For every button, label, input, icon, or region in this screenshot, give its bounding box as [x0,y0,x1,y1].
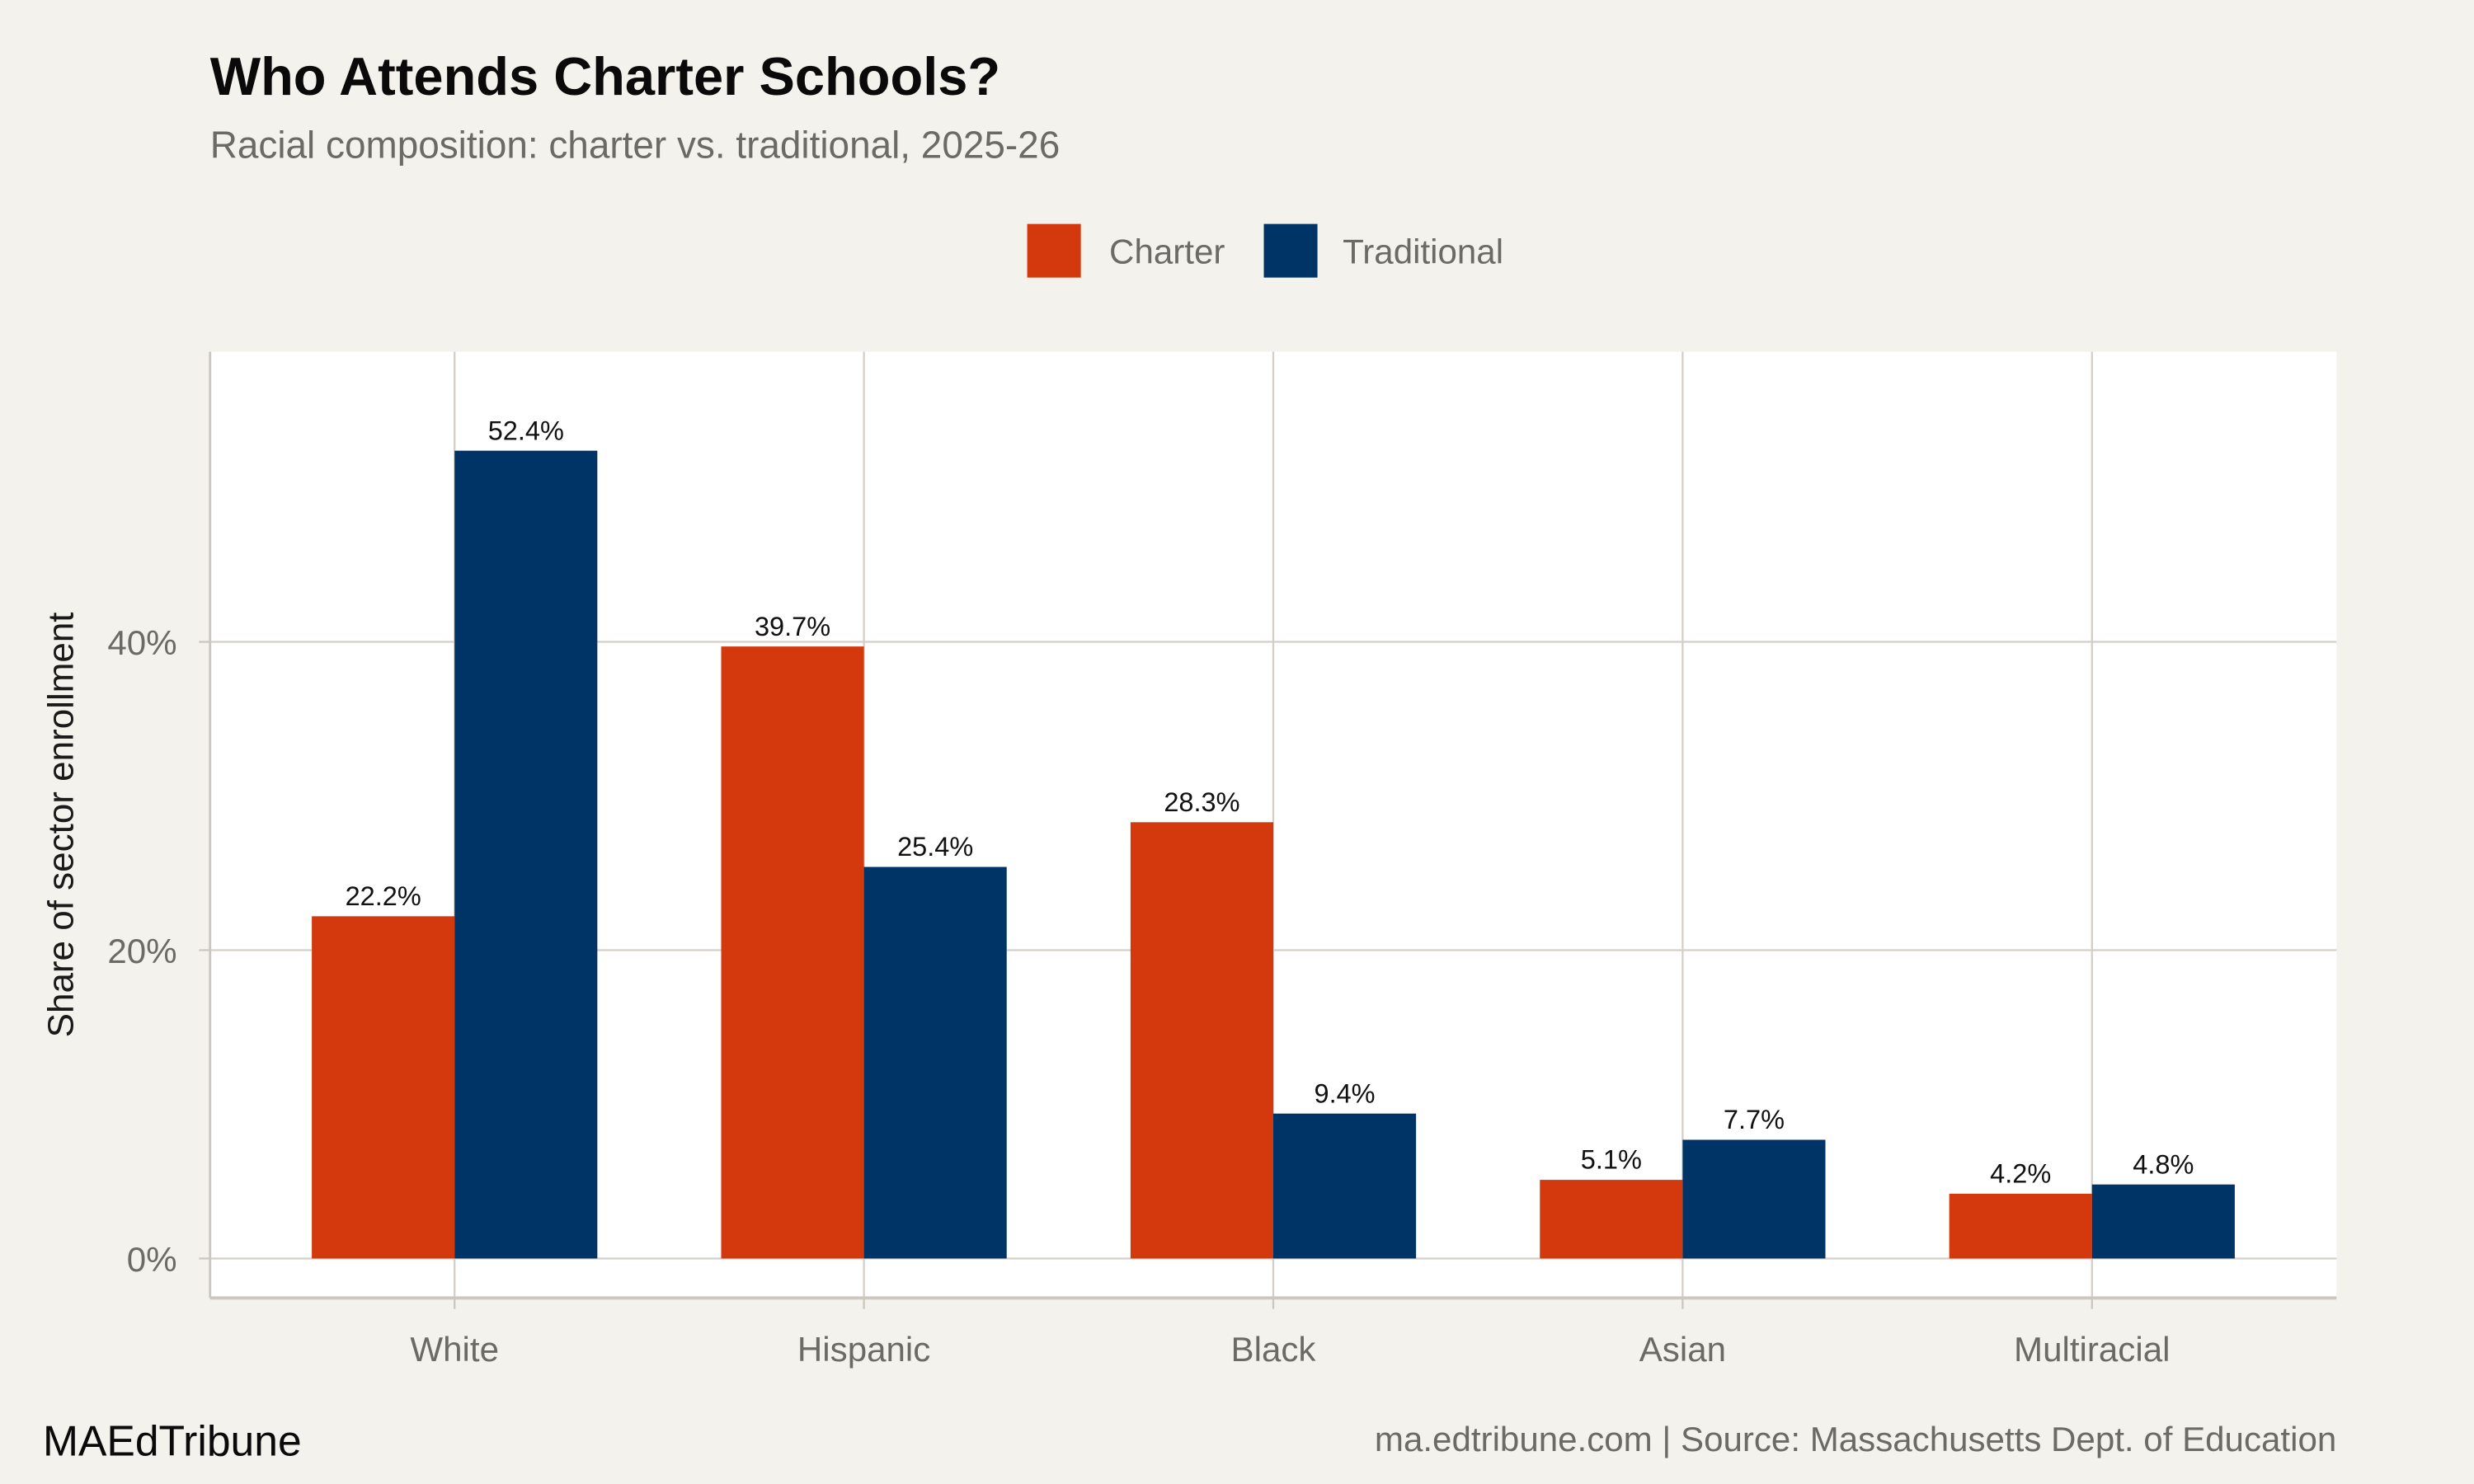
bars [312,450,2235,1259]
bar-charter-asian [1540,1180,1683,1259]
brand-logo: MAEdTribune [43,1417,302,1465]
x-tick-label: Hispanic [797,1330,930,1369]
bar-traditional-black [1272,1113,1417,1259]
bar-traditional-multiracial [2091,1184,2235,1259]
legend-label-traditional: Traditional [1343,232,1503,270]
y-axis-label: Share of sector enrollment [40,612,81,1037]
data-label-traditional: 9.4% [1315,1078,1376,1108]
bar-traditional-asian [1682,1139,1826,1259]
legend-swatch-charter [1027,223,1081,278]
data-label-traditional: 25.4% [897,832,973,862]
x-tick-label: White [410,1330,499,1369]
legend-swatch-traditional [1263,223,1318,278]
bar-traditional-hispanic [863,866,1007,1259]
legend-label-charter: Charter [1109,232,1225,270]
y-axis-ticks: 0% 20% 40% [107,623,210,1279]
bar-charter-black [1130,822,1273,1259]
chart-title: Who Attends Charter Schools? [210,46,1000,106]
x-tick-label: Asian [1639,1330,1726,1369]
y-tick-label: 0% [127,1240,177,1279]
source-note: ma.edtribune.com | Source: Massachusetts… [1375,1420,2336,1458]
x-axis-ticks: White Hispanic Black Asian Multiracial [410,1298,2170,1369]
data-label-traditional: 52.4% [488,416,564,445]
x-tick-label: Black [1231,1330,1317,1369]
data-label-charter: 22.2% [346,881,421,911]
bar-charter-hispanic [721,646,864,1259]
bar-charter-multiracial [1949,1193,2092,1259]
chart-subtitle: Racial composition: charter vs. traditio… [210,123,1061,166]
data-label-traditional: 7.7% [1724,1105,1785,1134]
data-label-charter: 39.7% [755,612,830,641]
y-tick-label: 20% [107,932,176,970]
y-tick-label: 40% [107,623,176,662]
data-label-traditional: 4.8% [2133,1149,2194,1179]
data-label-charter: 4.2% [1990,1159,2051,1189]
bar-traditional-white [454,450,598,1259]
data-label-charter: 28.3% [1164,787,1239,817]
x-tick-label: Multiracial [2014,1330,2170,1369]
bar-charter-white [312,916,455,1259]
data-labels: 22.2% 52.4% 39.7% 25.4% 28.3% 9.4% 5.1% 7.7% 4.2… [346,416,2194,1188]
legend: Charter Traditional [1027,223,1503,278]
data-label-charter: 5.1% [1581,1145,1642,1175]
